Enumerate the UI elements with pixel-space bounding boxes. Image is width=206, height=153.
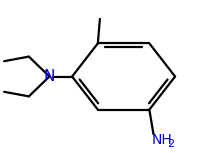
Text: NH: NH xyxy=(151,133,172,147)
Text: 2: 2 xyxy=(167,139,174,149)
Text: N: N xyxy=(44,69,55,84)
